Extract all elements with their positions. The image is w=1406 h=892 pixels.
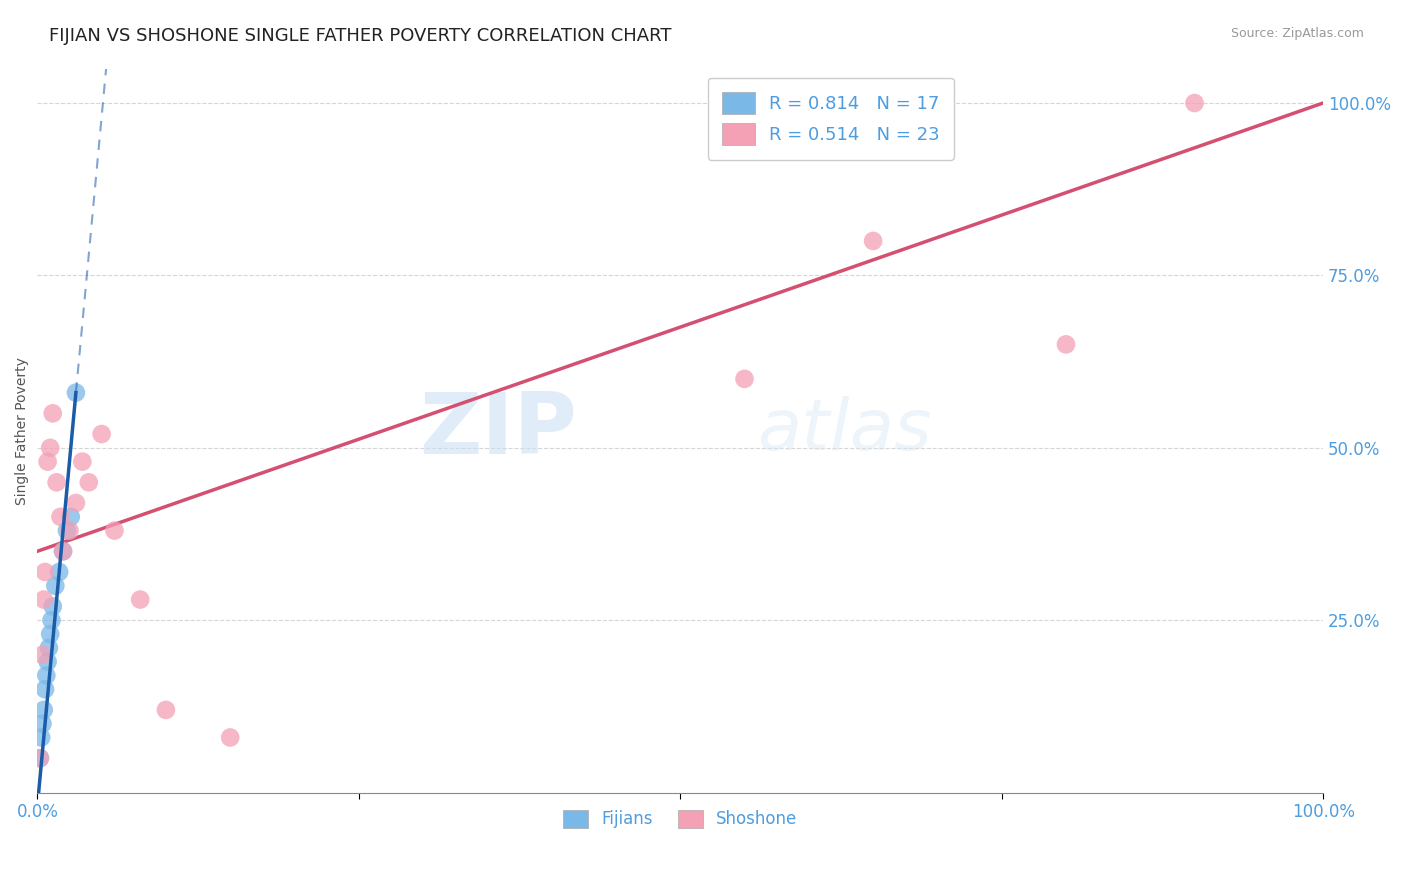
Point bbox=[58, 524, 80, 538]
Point bbox=[72, 455, 94, 469]
Point bbox=[42, 599, 65, 614]
Point bbox=[65, 385, 87, 400]
Point bbox=[41, 613, 63, 627]
Point bbox=[37, 655, 59, 669]
Text: ZIP: ZIP bbox=[419, 389, 578, 472]
Point bbox=[155, 703, 177, 717]
Point bbox=[734, 372, 756, 386]
Point bbox=[34, 682, 56, 697]
Point bbox=[1184, 95, 1206, 110]
Point bbox=[219, 731, 242, 745]
Point bbox=[39, 441, 62, 455]
Point bbox=[90, 427, 112, 442]
Point bbox=[65, 496, 87, 510]
Point bbox=[1054, 337, 1077, 351]
Point bbox=[31, 648, 53, 662]
Point bbox=[129, 592, 152, 607]
Y-axis label: Single Father Poverty: Single Father Poverty bbox=[15, 357, 30, 505]
Point bbox=[48, 565, 70, 579]
Point bbox=[32, 703, 55, 717]
Point bbox=[28, 751, 51, 765]
Point bbox=[35, 668, 58, 682]
Point bbox=[37, 455, 59, 469]
Point bbox=[52, 544, 75, 558]
Point bbox=[49, 509, 72, 524]
Text: FIJIAN VS SHOSHONE SINGLE FATHER POVERTY CORRELATION CHART: FIJIAN VS SHOSHONE SINGLE FATHER POVERTY… bbox=[49, 27, 672, 45]
Point bbox=[28, 751, 51, 765]
Point bbox=[56, 524, 79, 538]
Text: atlas: atlas bbox=[758, 396, 932, 465]
Point bbox=[862, 234, 884, 248]
Point bbox=[34, 565, 56, 579]
Point bbox=[77, 475, 100, 490]
Point bbox=[38, 640, 60, 655]
Point bbox=[31, 716, 53, 731]
Point bbox=[44, 579, 66, 593]
Point bbox=[30, 731, 52, 745]
Point bbox=[52, 544, 75, 558]
Point bbox=[45, 475, 67, 490]
Point bbox=[59, 509, 82, 524]
Point bbox=[39, 627, 62, 641]
Point bbox=[32, 592, 55, 607]
Legend: Fijians, Shoshone: Fijians, Shoshone bbox=[557, 803, 804, 835]
Text: Source: ZipAtlas.com: Source: ZipAtlas.com bbox=[1230, 27, 1364, 40]
Point bbox=[103, 524, 125, 538]
Point bbox=[42, 406, 65, 420]
